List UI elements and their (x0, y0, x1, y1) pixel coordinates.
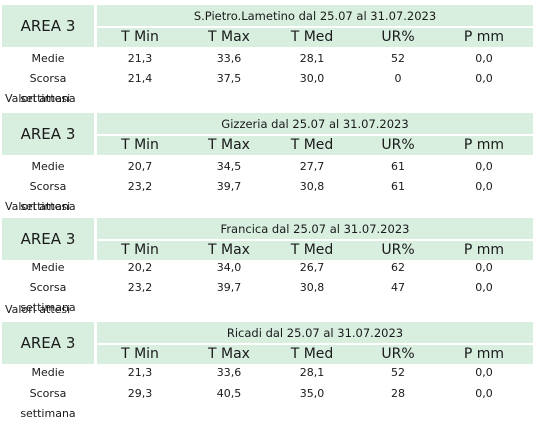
col-header-tmax: T Max (208, 29, 250, 45)
station-title: Gizzeria dal 25.07 al 31.07.2023 (97, 113, 533, 134)
cell-tmed: 28,1 (299, 52, 325, 65)
cell-tmin: 23,2 (127, 180, 153, 193)
cell-tmax: 33,6 (216, 366, 242, 379)
row-label: Medie (31, 261, 65, 274)
row-label: Scorsa settimana (20, 387, 76, 420)
row-label: Scorsa settimana (20, 281, 76, 314)
cell-pmm: 0,0 (475, 180, 493, 193)
area-label: AREA 3 (2, 113, 94, 155)
row-label: Scorsa settimana (20, 72, 76, 105)
col-header-tmed: T Med (290, 137, 334, 153)
cell-pmm: 0,0 (475, 366, 493, 379)
cell-tmed: 30,0 (299, 72, 325, 85)
cell-tmin: 21,4 (127, 72, 153, 85)
row-medie: Medie 20,2 34,0 26,7 62 0,0 (2, 258, 533, 278)
cell-tmax: 34,0 (216, 261, 242, 274)
valori-attesi-label: Valori attesi (5, 200, 71, 213)
col-header-tmax: T Max (208, 242, 250, 258)
col-header-pmm: P mm (463, 137, 505, 153)
cell-pmm: 0,0 (475, 72, 493, 85)
col-header-tmin: T Min (121, 29, 159, 45)
row-scorsa-settimana: Scorsa settimana 21,4 37,5 30,0 0 0,0 (2, 69, 533, 105)
col-header-ur: UR% (381, 242, 415, 258)
cell-tmed: 30,8 (299, 281, 325, 294)
col-header-tmin: T Min (121, 242, 159, 258)
col-header-tmin: T Min (121, 137, 159, 153)
cell-ur: 62 (391, 261, 405, 274)
block-header: AREA 3 Francica dal 25.07 al 31.07.2023 … (2, 218, 533, 260)
block-header: AREA 3 S.Pietro.Lametino dal 25.07 al 31… (2, 5, 533, 47)
page: { "headers": ["T Min", "T Max", "T Med",… (2, 5, 533, 420)
col-header-ur: UR% (381, 346, 415, 362)
cell-tmax: 39,7 (216, 281, 242, 294)
cell-pmm: 0,0 (475, 160, 493, 173)
cell-tmed: 28,1 (299, 366, 325, 379)
cell-pmm: 0,0 (475, 387, 493, 400)
valori-attesi-label: Valori attesi (5, 92, 71, 105)
cell-pmm: 0,0 (475, 281, 493, 294)
row-medie: Medie 21,3 33,6 28,1 52 0,0 (2, 363, 533, 383)
row-medie: Medie 21,3 33,6 28,1 52 0,0 (2, 49, 533, 69)
col-header-ur: UR% (381, 137, 415, 153)
col-header-tmax: T Max (208, 346, 250, 362)
cell-tmin: 23,2 (127, 281, 153, 294)
cell-pmm: 0,0 (475, 52, 493, 65)
cell-ur: 61 (391, 160, 405, 173)
col-header-pmm: P mm (463, 242, 505, 258)
column-header-bar: T Min T Max T Med UR% P mm (97, 136, 533, 155)
column-header-bar: T Min T Max T Med UR% P mm (97, 241, 533, 260)
col-header-tmed: T Med (290, 242, 334, 258)
col-header-tmed: T Med (290, 346, 334, 362)
row-scorsa-settimana: Scorsa settimana 23,2 39,7 30,8 47 0,0 (2, 278, 533, 314)
block-header: AREA 3 Gizzeria dal 25.07 al 31.07.2023 … (2, 113, 533, 155)
cell-tmed: 30,8 (299, 180, 325, 193)
valori-attesi-label: Valori attesi (5, 303, 71, 316)
row-label: Medie (31, 52, 65, 65)
area-label: AREA 3 (2, 322, 94, 364)
cell-tmax: 33,6 (216, 52, 242, 65)
col-header-ur: UR% (381, 29, 415, 45)
cell-tmax: 34,5 (216, 160, 242, 173)
block-header: AREA 3 Ricadi dal 25.07 al 31.07.2023 T … (2, 322, 533, 364)
row-medie: Medie 20,7 34,5 27,7 61 0,0 (2, 157, 533, 177)
col-header-tmed: T Med (290, 29, 334, 45)
col-header-tmax: T Max (208, 137, 250, 153)
cell-tmin: 21,3 (127, 52, 153, 65)
cell-tmin: 20,2 (127, 261, 153, 274)
cell-ur: 52 (391, 366, 405, 379)
station-title: Francica dal 25.07 al 31.07.2023 (97, 218, 533, 239)
column-header-bar: T Min T Max T Med UR% P mm (97, 345, 533, 364)
cell-tmax: 40,5 (216, 387, 242, 400)
cell-ur: 52 (391, 52, 405, 65)
station-title: Ricadi dal 25.07 al 31.07.2023 (97, 322, 533, 343)
cell-ur: 47 (391, 281, 405, 294)
row-scorsa-settimana: Scorsa settimana 29,3 40,5 35,0 28 0,0 (2, 384, 533, 420)
cell-ur: 61 (391, 180, 405, 193)
cell-ur: 28 (391, 387, 405, 400)
column-header-bar: T Min T Max T Med UR% P mm (97, 28, 533, 47)
cell-ur: 0 (394, 72, 402, 85)
cell-tmin: 29,3 (127, 387, 153, 400)
cell-tmin: 21,3 (127, 366, 153, 379)
cell-tmed: 35,0 (299, 387, 325, 400)
row-label: Scorsa settimana (20, 180, 76, 213)
cell-tmed: 27,7 (299, 160, 325, 173)
row-scorsa-settimana: Scorsa settimana 23,2 39,7 30,8 61 0,0 (2, 177, 533, 213)
row-label: Medie (31, 160, 65, 173)
row-label: Medie (31, 366, 65, 379)
area-label: AREA 3 (2, 5, 94, 47)
cell-tmin: 20,7 (127, 160, 153, 173)
cell-tmax: 37,5 (216, 72, 242, 85)
cell-tmed: 26,7 (299, 261, 325, 274)
col-header-pmm: P mm (463, 346, 505, 362)
area-label: AREA 3 (2, 218, 94, 260)
col-header-tmin: T Min (121, 346, 159, 362)
cell-pmm: 0,0 (475, 261, 493, 274)
station-title: S.Pietro.Lametino dal 25.07 al 31.07.202… (97, 5, 533, 26)
col-header-pmm: P mm (463, 29, 505, 45)
cell-tmax: 39,7 (216, 180, 242, 193)
